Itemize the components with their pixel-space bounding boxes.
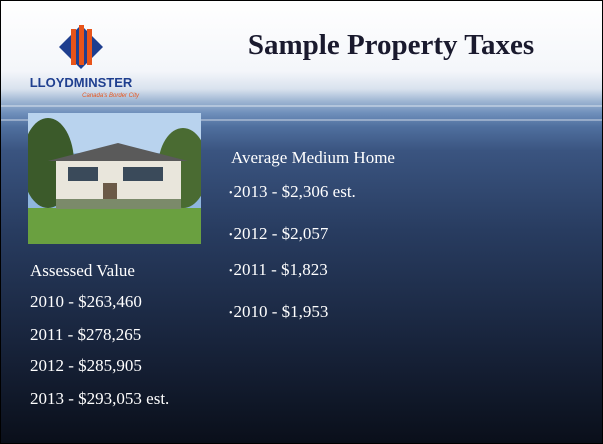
taxes-item: 2010 - $1,953 xyxy=(229,302,329,322)
logo: LLOYDMINSTER Canada's Border City xyxy=(30,25,140,99)
taxes-item: 2013 - $2,306 est. xyxy=(229,182,356,202)
taxes-item: 2011 - $1,823 xyxy=(229,260,328,280)
taxes-heading: Average Medium Home xyxy=(231,148,395,167)
band xyxy=(1,119,602,121)
assessed-item: 2010 - $263,460 xyxy=(30,292,142,311)
assessed-item: 2013 - $293,053 est. xyxy=(30,389,170,408)
assessed-item: 2011 - $278,265 xyxy=(30,325,142,344)
house-photo xyxy=(28,113,201,244)
band xyxy=(1,105,602,107)
assessed-heading: Assessed Value xyxy=(30,261,135,280)
taxes-item: 2012 - $2,057 xyxy=(229,224,329,244)
logo-tagline: Canada's Border City xyxy=(82,93,140,99)
slide-title: Sample Property Taxes xyxy=(247,29,535,61)
assessed-item: 2012 - $285,905 xyxy=(30,356,142,375)
logo-name: LLOYDMINSTER xyxy=(30,75,133,90)
